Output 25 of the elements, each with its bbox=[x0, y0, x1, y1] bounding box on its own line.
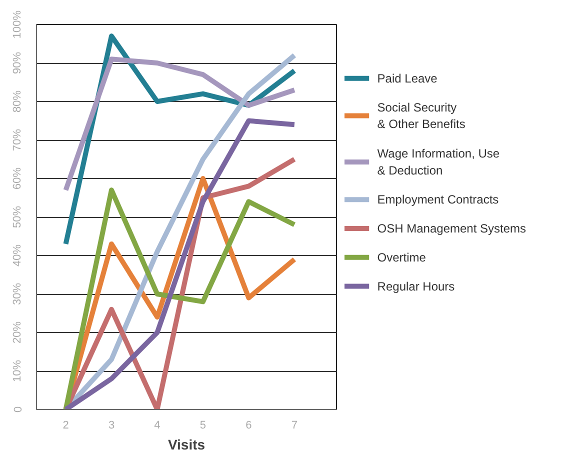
y-tick-label: 90% bbox=[12, 52, 24, 74]
legend-label: OSH Management Systems bbox=[377, 222, 526, 236]
y-tick-label: 0 bbox=[12, 406, 24, 413]
y-tick-label: 80% bbox=[12, 90, 24, 113]
y-tick-label: 10% bbox=[12, 360, 24, 382]
x-tick-label: 3 bbox=[108, 420, 115, 432]
y-tick-label: 30% bbox=[12, 282, 24, 306]
y-tick-label: 20% bbox=[12, 321, 24, 344]
y-tick-label: 60% bbox=[12, 167, 24, 190]
x-axis-title: Visits bbox=[168, 436, 206, 452]
legend-label: Regular Hours bbox=[377, 279, 455, 294]
x-tick-label: 6 bbox=[246, 420, 252, 432]
legend-label: Employment Contracts bbox=[377, 192, 499, 207]
legend-label: Paid Leave bbox=[377, 71, 438, 86]
legend-label: Overtime bbox=[377, 250, 426, 264]
x-tick-label: 5 bbox=[200, 420, 206, 432]
legend-label: Social Security & Other Benefits bbox=[377, 100, 466, 132]
legend-label: Wage Information, Use & Deduction bbox=[377, 146, 500, 178]
y-tick-label: 50% bbox=[12, 206, 24, 228]
y-tick-label: 100% bbox=[12, 10, 24, 39]
x-tick-label: 7 bbox=[291, 420, 298, 432]
x-tick-label: 2 bbox=[62, 420, 69, 432]
y-tick-label: 40% bbox=[12, 244, 24, 267]
x-tick-label: 4 bbox=[154, 420, 160, 432]
y-tick-label: 70% bbox=[12, 128, 24, 152]
